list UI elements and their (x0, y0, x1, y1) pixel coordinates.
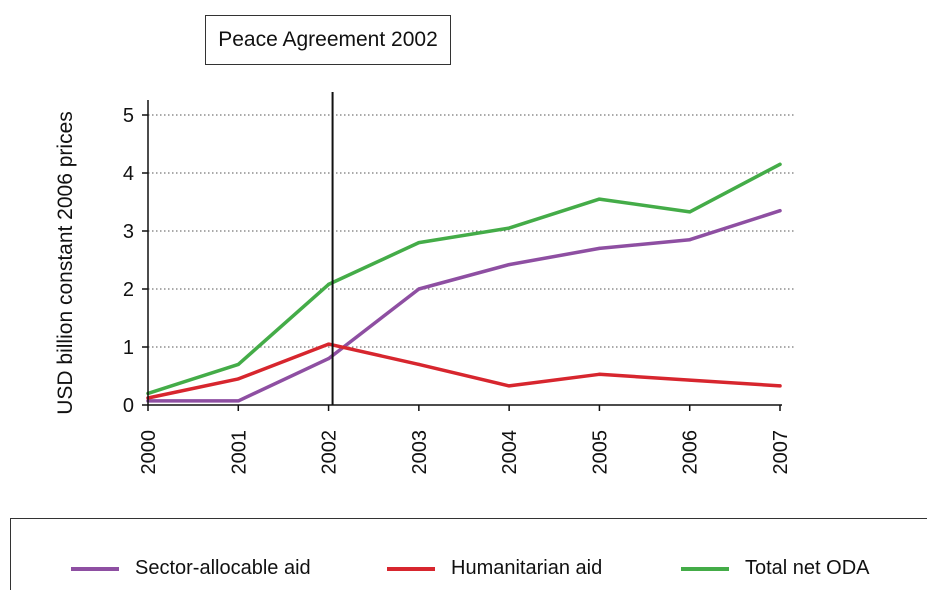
x-tick-label-2003: 2003 (409, 430, 431, 475)
series-1-point-2004 (507, 384, 511, 388)
legend-item-humanitarian: Humanitarian aid (387, 557, 602, 580)
series-0-point-2003 (417, 287, 421, 291)
x-tick-label-2004: 2004 (499, 430, 521, 475)
series-1-point-2005 (597, 372, 602, 376)
series-0-point-2001 (236, 399, 240, 403)
series-0-point-2007 (778, 209, 782, 213)
axes (142, 92, 782, 411)
legend-item-sector-allocable: Sector-allocable aid (71, 557, 311, 580)
gridlines (148, 114, 795, 348)
series-1-point-2003 (417, 362, 421, 366)
series-line-0 (146, 208, 782, 403)
y-tick-label-1: 1 (123, 337, 134, 359)
annotation-label: Peace Agreement 2002 (218, 28, 438, 51)
y-tick-label-3: 3 (123, 221, 134, 243)
series-0-point-2005 (597, 246, 602, 250)
series-0-point-2006 (688, 238, 692, 242)
series-2-point-2004 (507, 226, 511, 230)
x-tick-label-2005: 2005 (589, 430, 611, 475)
legend-item-total-net-oda: Total net ODA (681, 557, 870, 580)
y-axis-title: USD billion constant 2006 prices (54, 111, 77, 415)
y-tick-label-0: 0 (123, 395, 134, 417)
series-0-point-2002 (326, 357, 331, 361)
series-line-2 (146, 162, 782, 396)
legend-label-humanitarian: Humanitarian aid (451, 557, 603, 579)
legend: Sector-allocable aid Humanitarian aid To… (10, 518, 927, 590)
x-tick-label-2006: 2006 (680, 430, 702, 475)
y-tick-label-5: 5 (123, 105, 134, 127)
x-tick-label-2002: 2002 (319, 430, 341, 475)
series-2-point-2005 (597, 197, 602, 201)
tick-labels: 0 1 2 3 4 5 2000 2001 2002 2003 2004 2005 2006 2007 (123, 105, 792, 475)
series-2-point-2003 (417, 241, 421, 245)
legend-label-sector-allocable: Sector-allocable aid (135, 557, 311, 579)
series-lines (146, 162, 782, 403)
series-1-point-2006 (688, 378, 692, 382)
y-tick-label-2: 2 (123, 279, 134, 301)
series-1-point-2002 (326, 342, 331, 346)
series-2-point-2006 (688, 210, 692, 214)
x-tick-label-2001: 2001 (228, 430, 250, 475)
x-tick-label-2000: 2000 (138, 430, 160, 475)
series-line-1 (146, 342, 782, 400)
series-2-point-2002 (326, 282, 331, 286)
legend-label-total-net-oda: Total net ODA (745, 557, 870, 579)
series-0-point-2004 (507, 263, 511, 267)
legend-swatch-sector-allocable (71, 566, 119, 571)
legend-swatch-humanitarian (387, 566, 435, 571)
series-1-point-2001 (236, 377, 240, 381)
series-2-point-2001 (236, 362, 240, 366)
series-2-point-2007 (778, 162, 782, 166)
x-tick-label-2007: 2007 (770, 430, 792, 475)
series-1-point-2007 (778, 384, 782, 388)
legend-swatch-total-net-oda (681, 566, 729, 571)
annotation-peace-agreement: Peace Agreement 2002 (205, 15, 451, 65)
y-tick-label-4: 4 (123, 163, 134, 185)
